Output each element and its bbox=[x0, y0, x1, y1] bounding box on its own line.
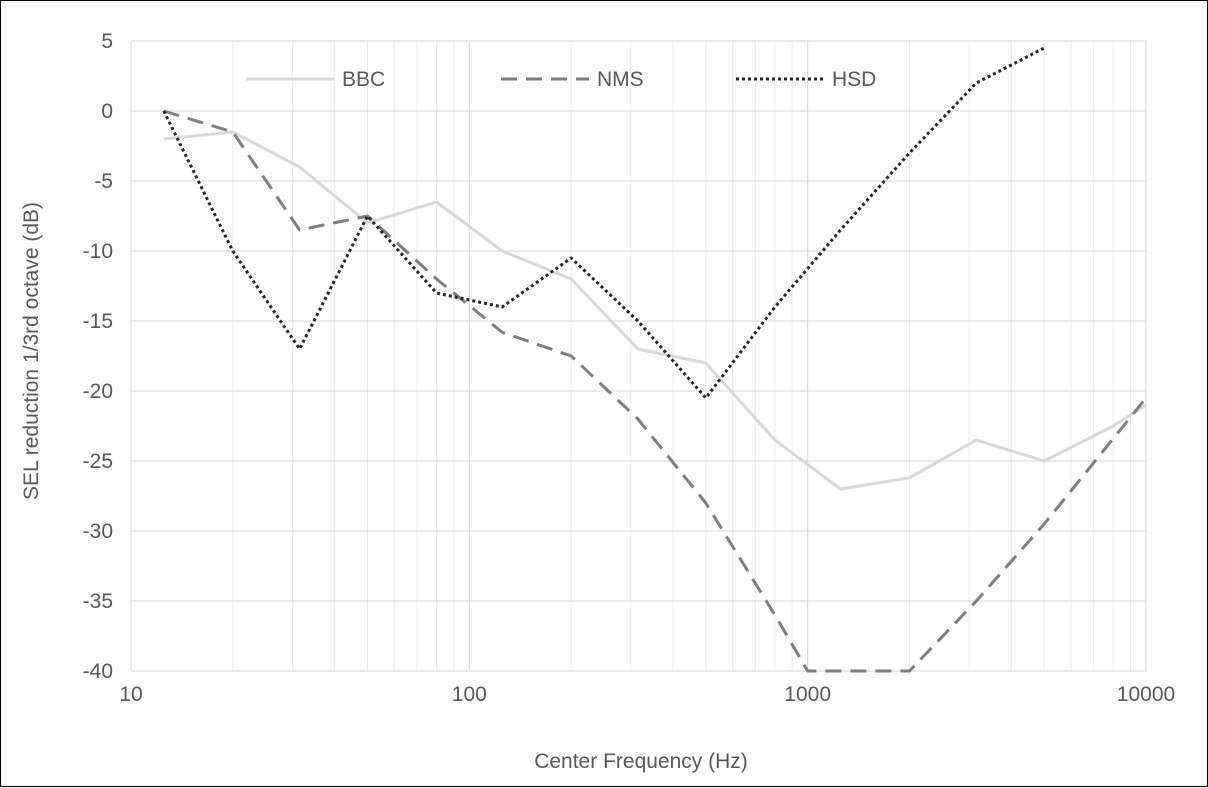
minor-gridlines bbox=[232, 41, 1132, 671]
y-tick-label: -10 bbox=[83, 240, 113, 263]
y-tick-label: -5 bbox=[94, 170, 113, 193]
legend-label-nms: NMS bbox=[597, 68, 644, 91]
x-tick-label: 1000 bbox=[784, 683, 831, 706]
y-tick-label: -20 bbox=[83, 380, 113, 403]
legend: BBC NMS HSD bbox=[246, 68, 876, 91]
y-tick-label: -15 bbox=[83, 310, 113, 333]
x-tick-label: 10000 bbox=[1117, 683, 1175, 706]
x-tick-label: 10 bbox=[119, 683, 142, 706]
series-lines bbox=[162, 46, 1148, 673]
major-gridlines bbox=[130, 40, 1147, 672]
y-tick-label: -40 bbox=[83, 660, 113, 683]
y-tick-label: -30 bbox=[83, 520, 113, 543]
series-line-bbc bbox=[163, 130, 1147, 491]
x-axis-tick-labels: 10 100 1000 10000 bbox=[119, 683, 1175, 706]
legend-label-hsd: HSD bbox=[832, 68, 876, 91]
y-tick-label: -35 bbox=[83, 590, 113, 613]
x-tick-label: 100 bbox=[452, 683, 487, 706]
x-axis-title: Center Frequency (Hz) bbox=[534, 750, 748, 773]
y-tick-label: -25 bbox=[83, 450, 113, 473]
legend-label-bbc: BBC bbox=[342, 68, 385, 91]
y-axis-tick-labels: 5 0 -5 -10 -15 -20 -25 -30 -35 -40 bbox=[83, 30, 113, 683]
y-tick-label: 5 bbox=[101, 30, 113, 53]
y-tick-label: 0 bbox=[101, 100, 113, 123]
y-axis-title: SEL reduction 1/3rd octave (dB) bbox=[20, 202, 43, 500]
series-line-nms bbox=[163, 109, 1148, 673]
